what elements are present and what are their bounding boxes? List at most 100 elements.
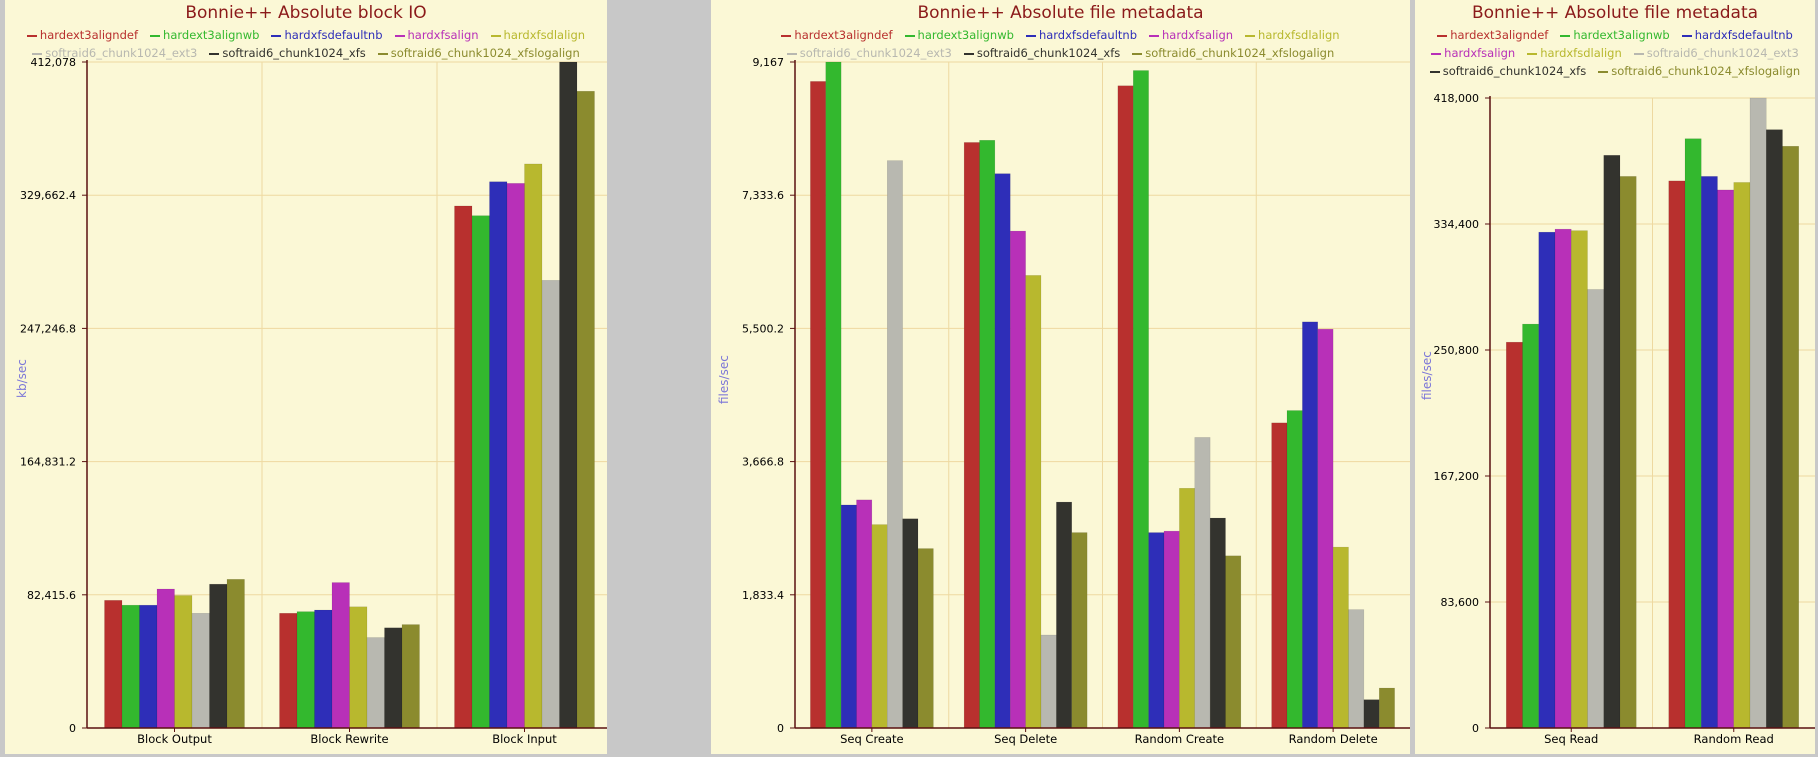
bar (1506, 341, 1523, 729)
bar (1209, 517, 1226, 729)
y-tick-label: 334,400 (1434, 218, 1480, 231)
bar (1766, 129, 1783, 729)
legend-swatch (786, 52, 797, 55)
bar (1332, 546, 1349, 729)
x-category-label: Seq Create (840, 732, 904, 746)
y-tick-label: 83,600 (1441, 596, 1480, 609)
legend-swatch (1025, 34, 1036, 37)
bar (541, 280, 560, 729)
chart-panel-3: 0 83,600 167,200 250,800 334,400 418,000 Seq R… (1415, 0, 1815, 754)
bar (279, 612, 298, 729)
bar (825, 61, 842, 729)
legend-item: softraid6_chunk1024_xfslogalign (1132, 45, 1334, 62)
legend-label: hardxfsdlalign (503, 28, 586, 42)
chart-legend: hardext3aligndef hardext3alignwb hardxfsde… (5, 27, 607, 62)
legend-label: hardext3alignwb (163, 28, 260, 42)
bar (1701, 176, 1718, 729)
bar (1133, 70, 1149, 729)
legend-label: hardxfsdlalign (1540, 46, 1622, 60)
bar (963, 142, 980, 729)
legend-label: hardext3alignwb (917, 28, 1014, 42)
bar (506, 183, 525, 729)
bar (191, 612, 210, 729)
bar (1025, 275, 1042, 729)
bar (226, 579, 245, 729)
bar (1587, 289, 1604, 729)
legend-swatch (1132, 52, 1143, 55)
bar (840, 504, 857, 729)
legend-swatch (1681, 34, 1692, 37)
chart-title: Bonnie++ Absolute block IO (185, 3, 427, 23)
chart-legend: hardext3aligndef hardext3alignwb hardxfsde… (1415, 27, 1815, 80)
legend-swatch (1429, 70, 1440, 73)
y-axis-label: files/sec (1420, 351, 1434, 400)
y-axis-label: files/sec (717, 355, 731, 404)
legend-item: softraid6_chunk1024_xfs (209, 45, 366, 62)
legend-label: hardxfsdefaultnb (1038, 28, 1137, 42)
legend-item: hardxfsdefaultnb (1025, 27, 1137, 44)
bar (139, 604, 158, 729)
chart-panel-2: 0 1,833.4 3,666.8 5,500.2 7,333.6 9,167 Seq Cr… (711, 0, 1410, 754)
legend-item: hardxfsdefaultnb (271, 27, 383, 44)
legend-item: hardext3aligndef (781, 27, 893, 44)
legend-label: hardxfsdlalign (1258, 28, 1340, 42)
legend-item: hardext3aligndef (1437, 27, 1548, 44)
bar (1040, 634, 1057, 729)
chart-legend: hardext3aligndef hardext3alignwb hardxfsde… (711, 27, 1410, 62)
legend-label: hardext3aligndef (1450, 28, 1549, 42)
legend-swatch (1598, 70, 1609, 73)
bar (401, 624, 420, 729)
legend-swatch (271, 34, 282, 37)
y-tick-label: 1,833.4 (742, 589, 784, 602)
bar (209, 583, 228, 729)
legend-swatch (26, 34, 37, 37)
chart-title: Bonnie++ Absolute file metadata (917, 3, 1204, 23)
bar (1194, 437, 1211, 729)
legend-swatch (1149, 34, 1159, 37)
chart-panel-1: 0 82,415.6 164,831.2 247,246.8 329,662.4 412,… (5, 0, 607, 754)
legend-label: hardext3alignwb (1573, 28, 1670, 42)
x-category-label: Block Rewrite (310, 732, 388, 746)
bar (174, 595, 193, 729)
bar (1225, 555, 1242, 729)
legend-item: hardxfsalign (1149, 27, 1233, 44)
legend-swatch (209, 52, 220, 55)
legend-label: hardxfsdefaultnb (1694, 28, 1793, 42)
legend-swatch (394, 34, 405, 37)
bar (1538, 231, 1556, 729)
legend-label: hardxfsdefaultnb (284, 28, 383, 42)
legend-item: softraid6_chunk1024_xfs (1429, 63, 1586, 80)
y-tick-label: 5,500.2 (742, 322, 784, 335)
bar (887, 160, 903, 729)
bar (1782, 145, 1799, 729)
legend-label: hardxfsalign (1444, 46, 1516, 60)
bar (1571, 230, 1588, 729)
legend-swatch (1527, 52, 1538, 55)
legend-label: softraid6_chunk1024_ext3 (45, 46, 198, 60)
bar (1668, 180, 1686, 729)
legend-item: hardxfsdlalign (1245, 27, 1340, 44)
legend-item: hardxfsdefaultnb (1681, 27, 1793, 44)
bar (902, 518, 919, 729)
legend-item: softraid6_chunk1024_ext3 (32, 45, 197, 62)
bar (1163, 530, 1180, 729)
x-category-label: Block Output (137, 732, 212, 746)
bar (1271, 422, 1288, 729)
legend-item: softraid6_chunk1024_ext3 (786, 45, 952, 62)
bar (1363, 699, 1380, 729)
legend-swatch (377, 52, 388, 55)
bar (524, 163, 543, 729)
bar (1117, 85, 1134, 729)
bar (576, 90, 595, 729)
bar (331, 582, 350, 729)
bar (994, 173, 1011, 729)
y-tick-label: 82,415.6 (27, 589, 76, 602)
bar (384, 627, 403, 729)
x-category-label: Random Create (1135, 732, 1224, 746)
y-tick-label: 412,078 (31, 56, 77, 69)
bar (1717, 189, 1734, 729)
bar (810, 81, 826, 729)
bar (296, 611, 315, 729)
bar (1071, 532, 1088, 729)
legend-item: hardxfsalign (394, 27, 479, 44)
